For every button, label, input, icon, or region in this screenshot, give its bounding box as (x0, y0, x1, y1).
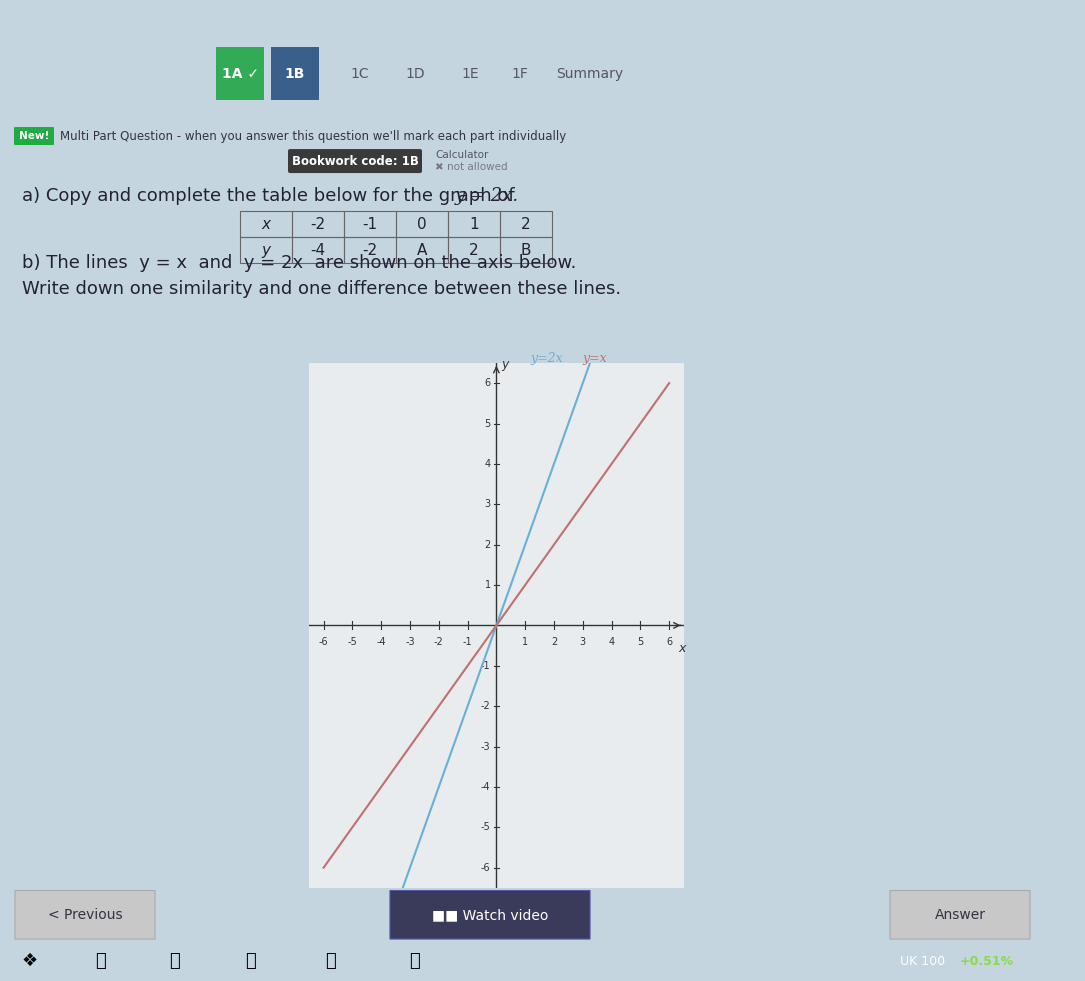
Text: Multi Part Question - when you answer this question we'll mark each part individ: Multi Part Question - when you answer th… (60, 129, 566, 142)
Text: Bookwork code: 1B: Bookwork code: 1B (292, 155, 419, 168)
Text: 2: 2 (521, 217, 531, 232)
Text: 🔴: 🔴 (324, 953, 335, 970)
Text: 1D: 1D (405, 67, 425, 80)
Bar (396, 211, 448, 237)
Text: 🔵: 🔵 (410, 953, 420, 970)
Text: ✖ not allowed: ✖ not allowed (435, 162, 508, 172)
Text: ⚽: ⚽ (244, 953, 255, 970)
Text: Calculator: Calculator (435, 150, 488, 160)
Bar (240, 211, 292, 237)
Bar (500, 211, 552, 237)
Text: 1E: 1E (461, 67, 478, 80)
Text: 1F: 1F (511, 67, 528, 80)
Text: 1: 1 (469, 217, 478, 232)
Bar (344, 237, 396, 263)
Text: -1: -1 (362, 217, 378, 232)
Text: y = 2x.: y = 2x. (455, 187, 519, 205)
Bar (448, 211, 500, 237)
Text: b) The lines  y = x  and  y = 2x  are shown on the axis below.: b) The lines y = x and y = 2x are shown … (22, 254, 576, 272)
Text: 6: 6 (666, 637, 673, 646)
Text: 1B: 1B (284, 67, 305, 80)
Text: -4: -4 (481, 782, 490, 792)
Text: -5: -5 (347, 637, 357, 646)
Text: -6: -6 (481, 862, 490, 873)
Text: 1A ✓: 1A ✓ (221, 67, 258, 80)
Text: -4: -4 (376, 637, 386, 646)
FancyBboxPatch shape (15, 891, 155, 939)
FancyBboxPatch shape (14, 127, 54, 145)
Text: -1: -1 (463, 637, 472, 646)
Text: 4: 4 (609, 637, 614, 646)
Text: -2: -2 (481, 701, 490, 711)
Bar (292, 211, 344, 237)
Text: x: x (678, 643, 686, 655)
Text: 6: 6 (485, 378, 490, 388)
Text: 5: 5 (484, 419, 490, 429)
Bar (448, 237, 500, 263)
Text: -1: -1 (481, 661, 490, 671)
Text: -4: -4 (310, 242, 326, 258)
Text: +0.51%: +0.51% (960, 955, 1014, 968)
Text: 1: 1 (485, 580, 490, 590)
FancyBboxPatch shape (890, 891, 1030, 939)
Text: 2: 2 (551, 637, 557, 646)
Text: 0: 0 (418, 217, 426, 232)
Text: ❖: ❖ (22, 953, 38, 970)
Text: x: x (261, 217, 270, 232)
Text: Summary: Summary (557, 67, 624, 80)
Text: 4: 4 (485, 459, 490, 469)
Text: New!: New! (18, 131, 49, 141)
Text: a) Copy and complete the table below for the graph of: a) Copy and complete the table below for… (22, 187, 514, 205)
Text: -3: -3 (481, 742, 490, 751)
Text: y=2x: y=2x (531, 352, 563, 366)
Bar (292, 237, 344, 263)
Bar (240, 237, 292, 263)
FancyBboxPatch shape (216, 47, 264, 100)
Text: 1C: 1C (350, 67, 369, 80)
Text: Answer: Answer (934, 907, 985, 922)
FancyBboxPatch shape (271, 47, 319, 100)
Text: 3: 3 (579, 637, 586, 646)
Bar (344, 211, 396, 237)
Text: y: y (261, 242, 270, 258)
FancyBboxPatch shape (390, 891, 590, 939)
Text: -5: -5 (481, 822, 490, 832)
Text: y=x: y=x (583, 352, 608, 366)
Text: < Previous: < Previous (48, 907, 123, 922)
Bar (500, 237, 552, 263)
Text: Write down one similarity and one difference between these lines.: Write down one similarity and one differ… (22, 281, 621, 298)
FancyBboxPatch shape (288, 149, 422, 173)
Text: 1: 1 (522, 637, 528, 646)
Text: y: y (501, 358, 509, 372)
Text: A: A (417, 242, 427, 258)
Text: 📹: 📹 (169, 953, 180, 970)
Text: Q Zoom: Q Zoom (443, 908, 490, 921)
Text: 5: 5 (637, 637, 643, 646)
Text: UK 100: UK 100 (899, 955, 945, 968)
Text: 🌎: 🌎 (94, 953, 105, 970)
Bar (396, 237, 448, 263)
Text: 3: 3 (485, 499, 490, 509)
Text: B: B (521, 242, 532, 258)
Text: -3: -3 (405, 637, 414, 646)
Text: -2: -2 (434, 637, 444, 646)
Text: 2: 2 (484, 540, 490, 549)
Text: -2: -2 (310, 217, 326, 232)
Text: ■■ Watch video: ■■ Watch video (432, 907, 548, 922)
Text: -2: -2 (362, 242, 378, 258)
Text: 2: 2 (469, 242, 478, 258)
Text: -6: -6 (319, 637, 329, 646)
